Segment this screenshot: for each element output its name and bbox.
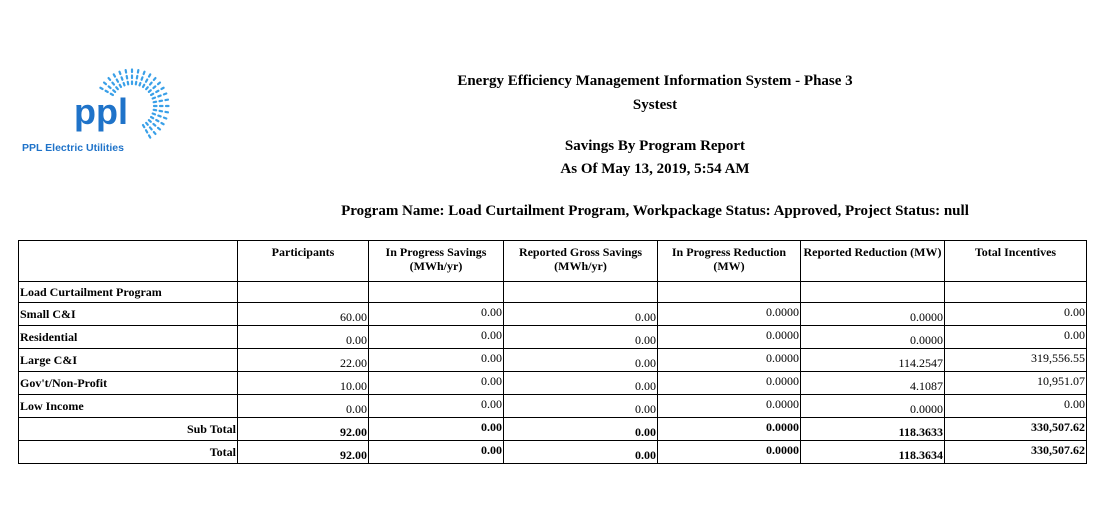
row-label: Residential: [18, 325, 238, 349]
table-cell: 0.00: [368, 302, 504, 326]
table-row: Large C&I 22.00 0.00 0.00 0.0000 114.2547 319,…: [18, 348, 1087, 372]
table-cell: 0.00: [503, 417, 658, 441]
report-filter: Program Name: Load Curtailment Program, …: [341, 203, 969, 219]
table-cell: 0.00: [237, 325, 369, 349]
row-label: Small C&I: [18, 302, 238, 326]
logo-caption: PPL Electric Utilities: [22, 142, 124, 154]
column-header: [18, 240, 238, 282]
table-cell: 0.0000: [657, 302, 801, 326]
report-title: Savings By Program Report: [564, 138, 746, 154]
table-cell: 10.00: [237, 371, 369, 395]
table-row: Low Income 0.00 0.00 0.00 0.0000 0.0000 0.00: [18, 394, 1087, 418]
ppl-logo: ppl: [22, 66, 172, 158]
ppl-logo-wordmark: ppl: [74, 91, 128, 132]
table-cell: 22.00: [237, 348, 369, 372]
table-cell: 0.0000: [657, 371, 801, 395]
table-cell: 10,951.07: [944, 371, 1087, 395]
table-cell: 0.00: [368, 348, 504, 372]
table-cell: 0.00: [944, 325, 1087, 349]
table-cell: 0.0000: [800, 302, 945, 326]
subtotal-row: Sub Total 92.00 0.00 0.00 0.0000 118.363…: [18, 417, 1087, 441]
table-cell: 0.0000: [657, 325, 801, 349]
row-label: Large C&I: [18, 348, 238, 372]
column-header: Participants: [237, 240, 369, 282]
table-cell: 330,507.62: [944, 417, 1087, 441]
table-cell: 0.0000: [657, 417, 801, 441]
table-cell: 319,556.55: [944, 348, 1087, 372]
table-cell: 0.00: [237, 394, 369, 418]
table-cell: 0.00: [944, 302, 1087, 326]
table-cell: 0.0000: [657, 394, 801, 418]
table-cell: 0.00: [503, 302, 658, 326]
table-cell: 92.00: [237, 417, 369, 441]
column-header: Reported Reduction (MW): [800, 240, 945, 282]
table-row: Gov't/Non-Profit 10.00 0.00 0.00 0.0000 4.108…: [18, 371, 1087, 395]
table-cell: 0.00: [368, 371, 504, 395]
column-header: In Progress Savings (MWh/yr): [368, 240, 504, 282]
table-cell: 0.00: [503, 394, 658, 418]
report-date: As Of May 13, 2019, 5:54 AM: [560, 161, 750, 177]
group-label: Load Curtailment Program: [18, 281, 238, 303]
column-header: Reported Gross Savings (MWh/yr): [503, 240, 658, 282]
column-header: Total Incentives: [944, 240, 1087, 282]
table-cell: 0.00: [503, 371, 658, 395]
total-row: Total 92.00 0.00 0.00 0.0000 118.3634 33…: [18, 440, 1087, 464]
table-cell: 0.00: [368, 440, 504, 464]
row-label: Gov't/Non-Profit: [18, 371, 238, 395]
table-cell: 92.00: [237, 440, 369, 464]
table-cell: 114.2547: [800, 348, 945, 372]
ppl-logo-mark: ppl: [74, 68, 170, 139]
row-label: Low Income: [18, 394, 238, 418]
table-cell: 0.00: [368, 394, 504, 418]
savings-table: Participants In Progress Savings (MWh/yr…: [18, 240, 1087, 464]
table-cell: 0.0000: [657, 348, 801, 372]
table-row: Residential 0.00 0.00 0.00 0.0000 0.0000 0.00: [18, 325, 1087, 349]
table-cell: 0.00: [503, 440, 658, 464]
table-cell: 0.00: [503, 325, 658, 349]
table-cell: 118.3633: [800, 417, 945, 441]
table-cell: 0.00: [944, 394, 1087, 418]
system-title: Energy Efficiency Management Information…: [457, 73, 853, 89]
subtotal-label: Sub Total: [18, 417, 238, 441]
table-cell: 60.00: [237, 302, 369, 326]
table-cell: 0.00: [368, 417, 504, 441]
table-cell: 0.0000: [800, 394, 945, 418]
total-label: Total: [18, 440, 238, 464]
table-header-row: Participants In Progress Savings (MWh/yr…: [18, 240, 1087, 282]
environment-name: Systest: [632, 97, 678, 113]
table-cell: 0.0000: [800, 325, 945, 349]
table-cell: 0.00: [368, 325, 504, 349]
table-row: Small C&I 60.00 0.00 0.00 0.0000 0.0000 0.00: [18, 302, 1087, 326]
column-header: In Progress Reduction (MW): [657, 240, 801, 282]
table-cell: 118.3634: [800, 440, 945, 464]
table-cell: 0.0000: [657, 440, 801, 464]
table-cell: 0.00: [503, 348, 658, 372]
table-cell: 330,507.62: [944, 440, 1087, 464]
table-cell: 4.1087: [800, 371, 945, 395]
group-row: Load Curtailment Program: [18, 281, 1087, 303]
